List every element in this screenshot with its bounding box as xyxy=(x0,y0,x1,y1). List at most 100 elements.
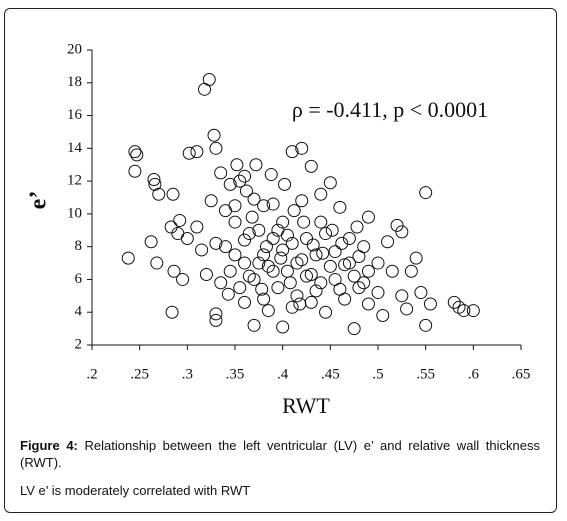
point xyxy=(287,204,301,218)
point xyxy=(385,264,399,278)
x-tick-label: .2 xyxy=(86,366,97,382)
point xyxy=(266,231,280,245)
point xyxy=(247,318,261,332)
point xyxy=(381,235,395,249)
point xyxy=(328,245,342,259)
point xyxy=(214,276,228,290)
point xyxy=(371,286,385,300)
point xyxy=(166,187,180,201)
point xyxy=(223,264,237,278)
point xyxy=(390,218,404,232)
point xyxy=(400,302,414,316)
point xyxy=(230,158,244,172)
point xyxy=(261,304,275,318)
point xyxy=(419,186,433,200)
point xyxy=(300,231,313,245)
point xyxy=(176,272,190,286)
point xyxy=(173,213,187,227)
point xyxy=(347,322,361,336)
point xyxy=(335,236,349,250)
point xyxy=(148,177,162,191)
point xyxy=(242,269,256,283)
point xyxy=(238,295,252,309)
point xyxy=(280,228,294,242)
point xyxy=(190,220,204,234)
point xyxy=(228,215,242,229)
y-tick-label: 10 xyxy=(67,205,82,221)
point xyxy=(209,236,223,250)
point xyxy=(238,169,252,183)
point xyxy=(259,240,273,254)
figure-frame xyxy=(4,8,557,513)
point xyxy=(266,264,280,278)
point xyxy=(266,197,280,211)
point xyxy=(423,297,437,311)
point xyxy=(452,300,466,314)
point xyxy=(182,146,196,160)
point xyxy=(295,194,309,208)
point xyxy=(283,276,297,290)
point xyxy=(325,223,339,237)
y-tick-label: 4 xyxy=(75,304,83,320)
point xyxy=(261,259,275,273)
point xyxy=(147,172,161,186)
y-tick-label: 16 xyxy=(67,107,83,123)
point xyxy=(457,304,471,318)
point xyxy=(238,256,252,270)
x-tick-label: .5 xyxy=(372,366,383,382)
point xyxy=(395,225,409,239)
point xyxy=(314,215,328,229)
point xyxy=(218,204,232,218)
point xyxy=(414,286,428,300)
caption-text: Relationship between the left ventricula… xyxy=(20,438,540,470)
point xyxy=(314,187,328,201)
point xyxy=(239,184,253,198)
x-tick-label: .35 xyxy=(226,366,245,382)
point xyxy=(347,269,361,283)
point xyxy=(271,281,285,295)
point xyxy=(257,248,271,262)
point xyxy=(165,305,179,319)
x-tick-label: .45 xyxy=(321,366,340,382)
point xyxy=(249,158,263,172)
point xyxy=(316,246,330,260)
point xyxy=(361,297,375,311)
point xyxy=(295,141,309,155)
y-axis-label: e’ xyxy=(26,191,52,210)
point xyxy=(207,128,221,142)
point xyxy=(293,297,307,311)
point xyxy=(233,174,247,188)
x-tick-label: .4 xyxy=(277,366,289,382)
point xyxy=(323,176,337,190)
point xyxy=(121,251,135,265)
point xyxy=(314,276,328,290)
point xyxy=(252,256,266,270)
x-tick-label: .25 xyxy=(130,366,149,382)
y-tick-label: 6 xyxy=(75,271,83,287)
point xyxy=(306,238,320,252)
point xyxy=(199,268,213,282)
point xyxy=(233,281,247,295)
y-tick-label: 12 xyxy=(67,173,82,189)
point xyxy=(409,251,423,265)
point xyxy=(245,210,259,224)
point xyxy=(304,159,318,173)
caption-label: Figure 4: xyxy=(20,438,78,453)
y-tick-label: 18 xyxy=(67,74,82,90)
point xyxy=(204,194,218,208)
point xyxy=(209,307,223,321)
point xyxy=(309,248,323,262)
x-axis-label: RWT xyxy=(282,393,330,418)
point xyxy=(361,264,375,278)
point xyxy=(285,300,299,314)
point xyxy=(290,256,304,270)
point xyxy=(180,231,194,245)
point xyxy=(218,240,232,254)
annotation: ρ = -0.411, p < 0.0001 xyxy=(292,97,488,122)
point xyxy=(395,289,409,303)
y-tick-label: 20 xyxy=(67,41,82,57)
point xyxy=(242,227,256,241)
point xyxy=(404,264,418,278)
point xyxy=(228,199,242,213)
x-tick-label: .3 xyxy=(182,366,193,382)
